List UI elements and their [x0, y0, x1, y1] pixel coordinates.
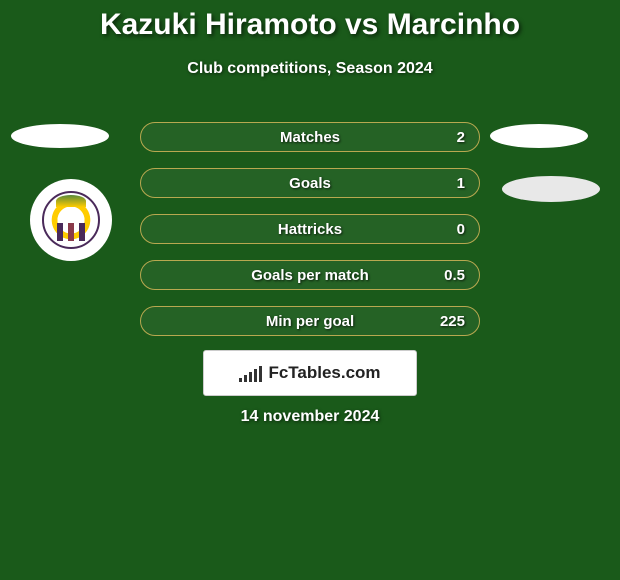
date-label: 14 november 2024	[0, 408, 620, 426]
club-badge-icon	[42, 191, 100, 249]
club-badge	[30, 179, 112, 261]
player2-club-placeholder	[502, 176, 600, 202]
brand-name: FcTables.com	[268, 363, 380, 383]
stat-value: 225	[440, 313, 465, 330]
stat-bar: Goals 1	[140, 168, 480, 198]
stat-label: Goals	[289, 175, 331, 192]
stat-value: 0	[457, 221, 465, 238]
stat-bar: Goals per match 0.5	[140, 260, 480, 290]
brand-logo: FcTables.com	[203, 350, 417, 396]
stat-label: Matches	[280, 129, 340, 146]
player1-avatar-placeholder	[11, 124, 109, 148]
stat-label: Min per goal	[266, 313, 354, 330]
stat-label: Hattricks	[278, 221, 342, 238]
stat-value: 1	[457, 175, 465, 192]
stat-value: 2	[457, 129, 465, 146]
stat-value: 0.5	[444, 267, 465, 284]
stat-bars: Matches 2 Goals 1 Hattricks 0 Goals per match 0…	[140, 122, 480, 352]
stat-bar: Min per goal 225	[140, 306, 480, 336]
page-subtitle: Club competitions, Season 2024	[0, 60, 620, 78]
stat-bar: Hattricks 0	[140, 214, 480, 244]
player2-avatar-placeholder	[490, 124, 588, 148]
page-title: Kazuki Hiramoto vs Marcinho	[0, 0, 620, 42]
brand-logo-icon	[239, 364, 262, 382]
stat-bar: Matches 2	[140, 122, 480, 152]
stat-label: Goals per match	[251, 267, 369, 284]
